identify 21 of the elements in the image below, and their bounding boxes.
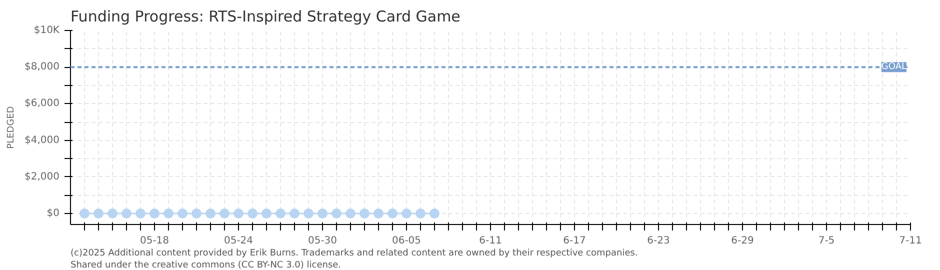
y-tick-label: $10K	[34, 25, 60, 36]
text: (c)2025 Additional content provided by Erik Burns. Trademarks and related content are owned by their respective companies.	[70, 248, 638, 258]
x-tick-label: 6-11	[479, 236, 502, 246]
y-axis-title: PLEDGED	[6, 106, 17, 149]
y-tick-label: $8,000	[24, 62, 60, 73]
y-tick-label: $2,000	[24, 171, 60, 182]
x-tick-label: 6-17	[563, 236, 586, 246]
y-tick-label: $6,000	[24, 98, 60, 110]
x-tick-label: 7-11	[899, 236, 922, 246]
y-tick-label: $0	[46, 208, 60, 220]
x-tick-label: 7-5	[818, 236, 835, 246]
chart-title: Funding Progress: RTS-Inspired Strategy Card Game	[70, 8, 460, 26]
y-tick-label: $4,000	[24, 134, 60, 146]
ref-line-label: GOAL	[881, 62, 907, 72]
text: Shared under the creative commons (CC BY-NC 3.0) license.	[70, 260, 342, 270]
x-tick-label: 05-30	[308, 236, 338, 246]
x-tick-label: 06-05	[392, 236, 422, 246]
x-tick-label: 6-29	[731, 236, 754, 246]
x-tick-label: 05-18	[140, 236, 170, 246]
x-tick-label: 6-23	[647, 236, 670, 246]
x-tick-label: 05-24	[224, 236, 254, 246]
